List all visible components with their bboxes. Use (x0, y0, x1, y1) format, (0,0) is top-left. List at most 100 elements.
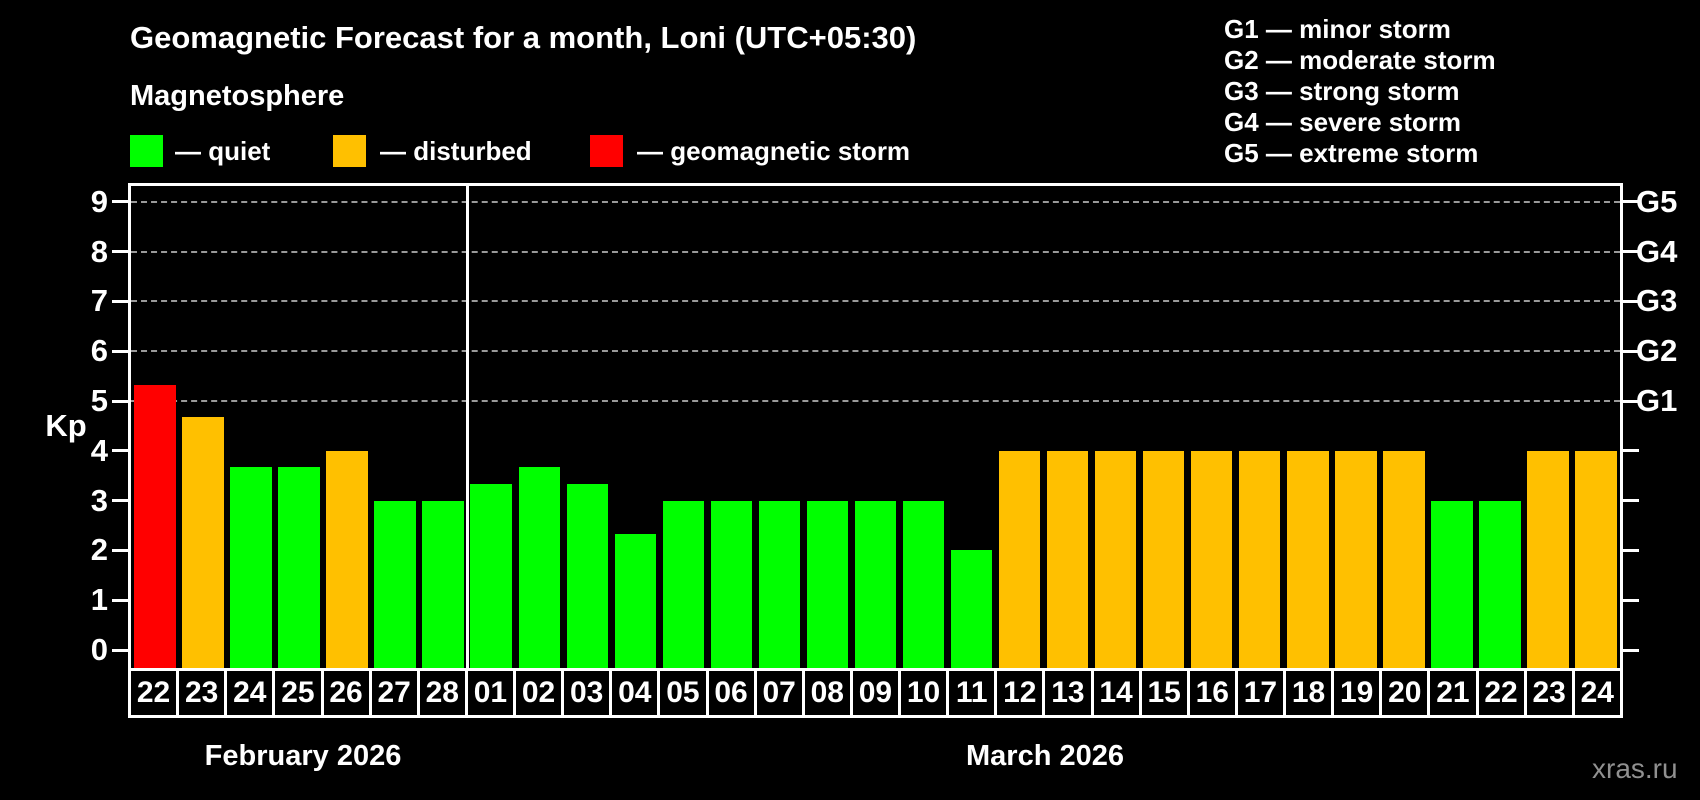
g-scale-legend-item: G2 — moderate storm (1224, 45, 1496, 75)
y-axis-tick-left (112, 399, 128, 403)
kp-bar-march-13 (1046, 450, 1089, 668)
kp-bar-march-05 (662, 500, 705, 668)
y-tick-label: 4 (90, 432, 108, 468)
kp-bar-february-26 (326, 450, 368, 668)
kp-bar-march-18 (1287, 450, 1329, 668)
kp-bar-march-03 (566, 484, 608, 668)
kp-bar-march-11 (950, 550, 993, 668)
g-scale-legend-item: G4 — severe storm (1224, 107, 1462, 137)
kp-bar-march-07 (758, 500, 801, 668)
y-axis-tick-right (1623, 399, 1639, 403)
gridline-kp9 (131, 200, 1620, 203)
month-label-february: February 2026 (204, 740, 402, 772)
day-cell: 25 (275, 671, 324, 715)
y-tick-label: 9 (90, 183, 108, 219)
y-axis-tick-left (112, 648, 128, 652)
month-label-march: March 2026 (966, 740, 1124, 772)
y-axis-tick-left (112, 299, 128, 303)
kp-bar-february-28 (422, 500, 464, 668)
day-cell: 09 (853, 671, 901, 715)
day-axis-row: 22 23 24 25 26 27 28 01 02 03 04 05 06 07 08 09 10 11 12 13… (128, 668, 1623, 718)
y-axis-tick-left (112, 349, 128, 353)
day-cell: 05 (660, 671, 709, 715)
kp-bar-march-22 (1479, 500, 1521, 668)
y-axis-tick-right (1623, 548, 1639, 552)
kp-bar-february-22 (134, 384, 176, 668)
day-cell: 28 (420, 671, 468, 715)
kp-bar-february-24 (230, 467, 272, 668)
kp-axis-label: Kp (45, 408, 87, 443)
day-cell: 01 (468, 671, 516, 715)
day-cell: 06 (709, 671, 757, 715)
g-level-label: G1 (1636, 383, 1678, 418)
day-cell: 17 (1238, 671, 1286, 715)
watermark: xras.ru (1592, 753, 1678, 784)
day-cell: 02 (516, 671, 565, 715)
day-cell: 21 (1430, 671, 1479, 715)
day-cell: 23 (179, 671, 228, 715)
gridline-kp7 (131, 300, 1620, 303)
chart-title: Geomagnetic Forecast for a month, Loni (… (130, 20, 917, 55)
y-axis-tick-right (1623, 200, 1639, 204)
y-axis-tick-right (1623, 598, 1639, 602)
y-axis-tick-left (112, 548, 128, 552)
y-axis-tick-right (1623, 299, 1639, 303)
day-cell: 20 (1382, 671, 1431, 715)
g-level-label: G4 (1636, 233, 1678, 269)
quiet-legend-label: — quiet (175, 136, 271, 166)
magnetosphere-label: Magnetosphere (130, 80, 345, 112)
y-tick-label: 2 (90, 532, 108, 568)
gridline-kp5 (131, 400, 1620, 402)
kp-bar-march-12 (998, 450, 1041, 668)
kp-bar-march-04 (614, 534, 656, 668)
day-cell: 18 (1286, 671, 1335, 715)
y-axis-tick-left (112, 250, 128, 254)
g-level-label: G2 (1636, 333, 1678, 369)
y-tick-label: 7 (90, 283, 108, 319)
y-tick-label: 5 (90, 383, 108, 418)
y-axis-tick-left (112, 598, 128, 602)
y-axis-tick-right (1623, 349, 1639, 353)
day-cell: 12 (997, 671, 1046, 715)
kp-bar-march-01 (470, 484, 512, 668)
y-axis-tick-left (112, 449, 128, 453)
g-scale-legend: G1 — minor storm G2 — moderate storm G3 — … (1224, 14, 1496, 169)
day-cell: 26 (324, 671, 372, 715)
kp-bar-march-20 (1383, 450, 1425, 668)
y-axis-tick-right (1623, 648, 1639, 652)
kp-bar-march-06 (710, 500, 753, 668)
storm-legend-swatch (590, 135, 623, 167)
month-separator (465, 186, 469, 668)
storm-legend-label: — geomagnetic storm (637, 136, 911, 166)
day-cell: 11 (949, 671, 998, 715)
y-tick-label: 0 (90, 632, 108, 667)
y-axis-tick-left (112, 499, 128, 503)
day-cell: 22 (1479, 671, 1527, 715)
day-cell: 15 (1142, 671, 1190, 715)
kp-bar-february-23 (182, 417, 224, 668)
day-cell: 24 (227, 671, 276, 715)
y-axis-tick-right (1623, 449, 1639, 453)
gridline-kp6 (131, 350, 1620, 353)
g-level-label: G5 (1636, 183, 1678, 219)
day-cell: 04 (612, 671, 661, 715)
kp-bar-february-27 (374, 500, 416, 668)
day-cell: 10 (901, 671, 950, 715)
y-tick-label: 8 (90, 233, 108, 269)
y-tick-label: 1 (90, 582, 108, 618)
y-axis-tick-right (1623, 499, 1639, 503)
g-level-label: G3 (1636, 283, 1678, 319)
day-cell: 19 (1334, 671, 1383, 715)
disturbed-legend-label: — disturbed (380, 136, 532, 166)
kp-bar-march-15 (1142, 450, 1185, 668)
kp-bar-march-21 (1431, 500, 1473, 668)
kp-bar-march-10 (902, 500, 945, 668)
day-cell: 22 (131, 671, 180, 715)
kp-bar-march-24 (1575, 450, 1617, 668)
day-cell: 07 (757, 671, 805, 715)
y-tick-label: 3 (90, 482, 108, 518)
day-cell: 24 (1580, 676, 1614, 709)
kp-bar-march-08 (806, 500, 849, 668)
day-cell: 03 (564, 671, 613, 715)
kp-bar-march-16 (1190, 450, 1233, 668)
